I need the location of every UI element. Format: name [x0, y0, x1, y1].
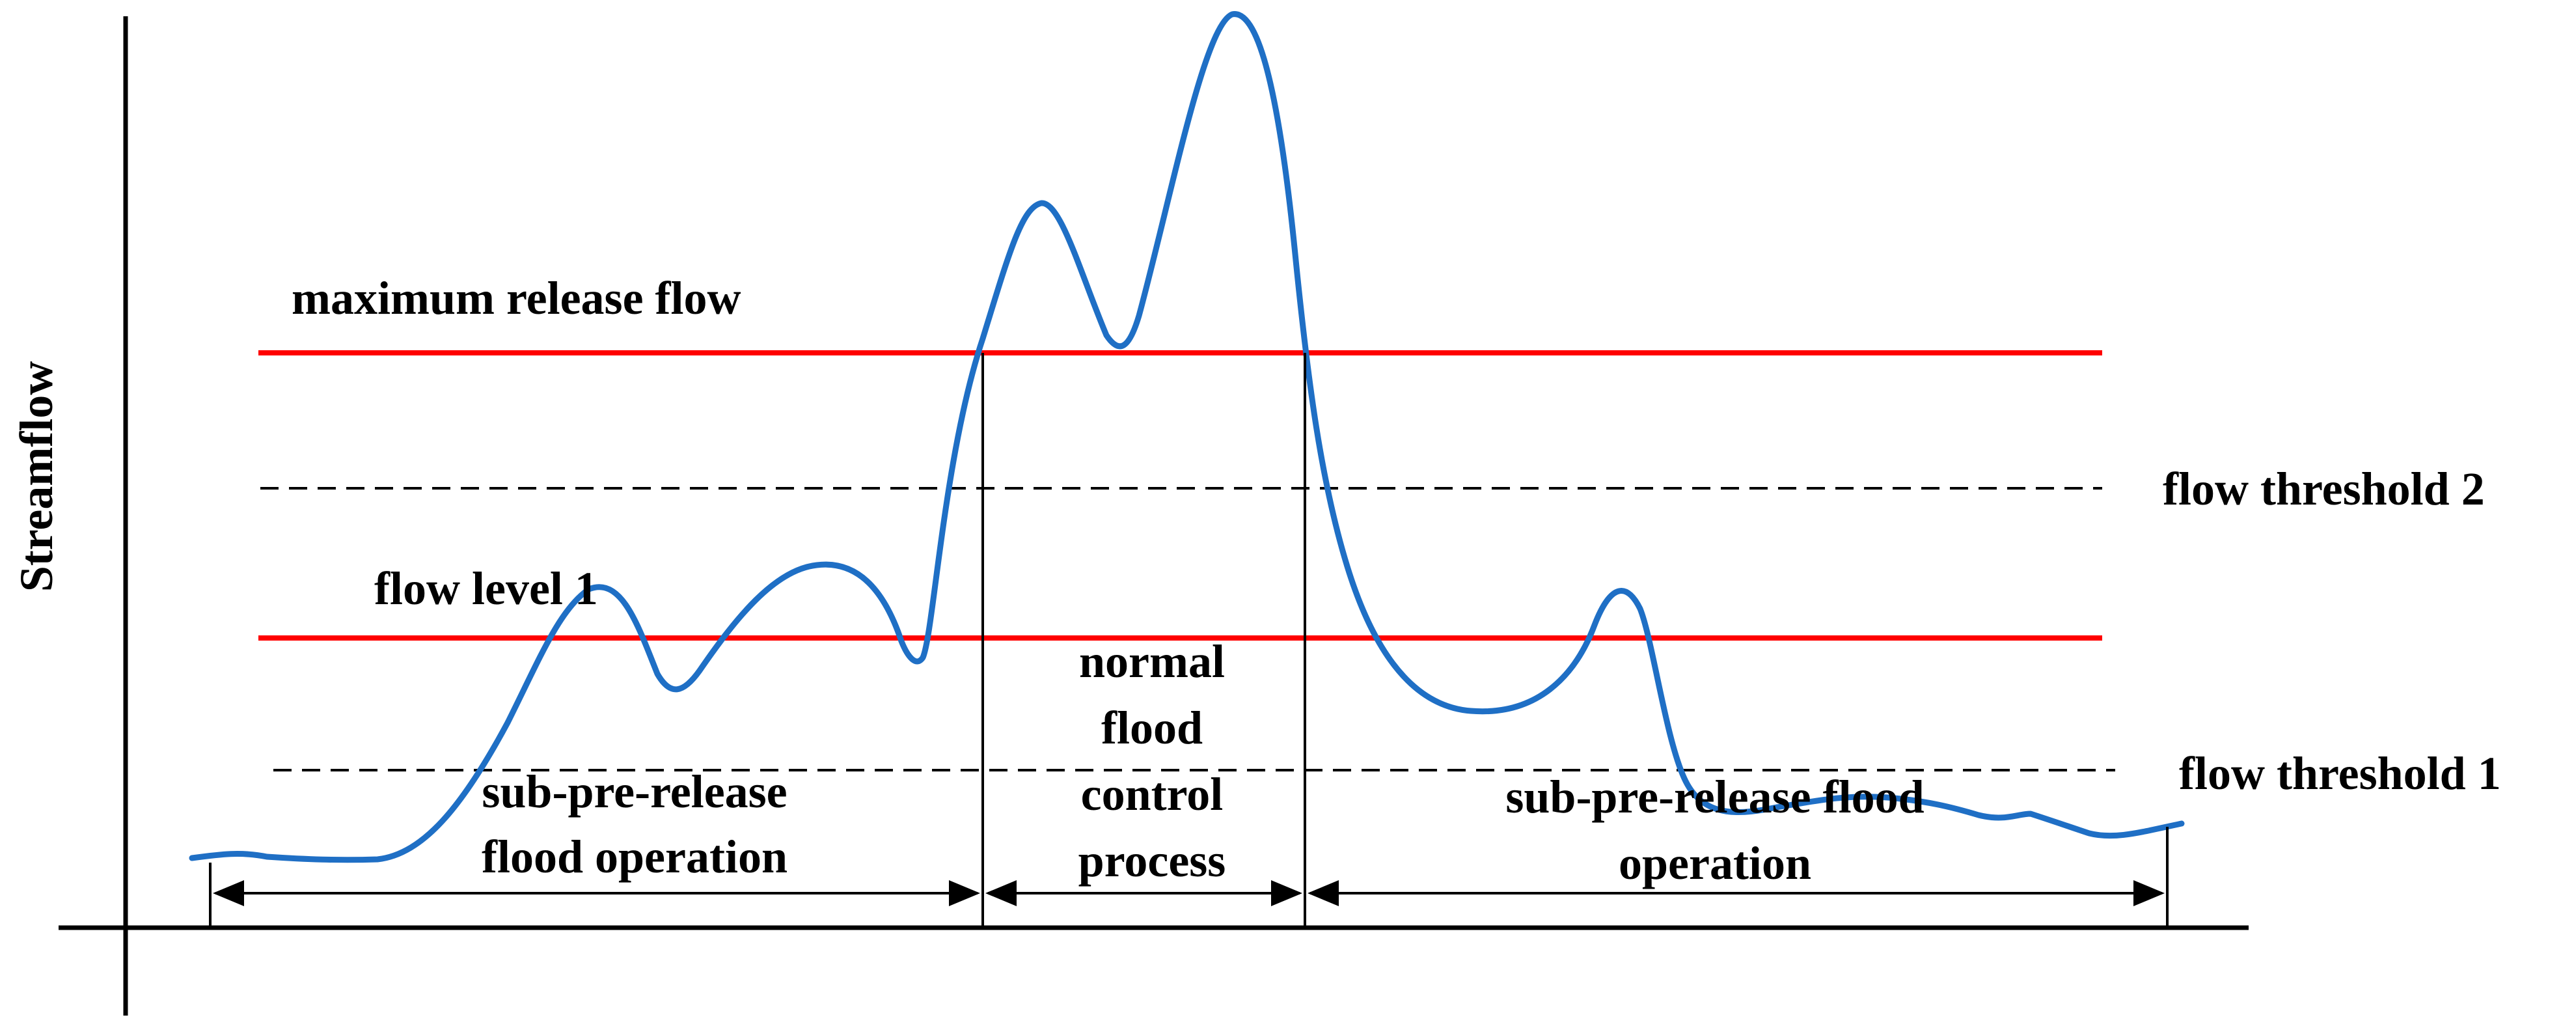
- maximum-release-flow-label: maximum release flow: [292, 272, 741, 324]
- y-axis-label: Streamflow: [10, 361, 62, 592]
- right-period-label-line2: operation: [1619, 837, 1811, 889]
- flow-level-1-label: flow level 1: [374, 562, 598, 615]
- middle-period-label-line4: process: [1078, 835, 1226, 887]
- flow-threshold-2-label: flow threshold 2: [2163, 463, 2485, 515]
- streamflow-curve: [189, 11, 2185, 863]
- left-period-label-line2: flood operation: [482, 831, 788, 883]
- left-period-label-line1: sub-pre-release: [482, 766, 787, 818]
- middle-period-label-line2: flood: [1101, 702, 1203, 754]
- right-period-label-line1: sub-pre-release flood: [1505, 771, 1924, 823]
- middle-period-label-line3: control: [1081, 768, 1224, 820]
- middle-period-label-line1: normal: [1079, 635, 1225, 687]
- flow-threshold-1-label: flow threshold 1: [2179, 747, 2501, 799]
